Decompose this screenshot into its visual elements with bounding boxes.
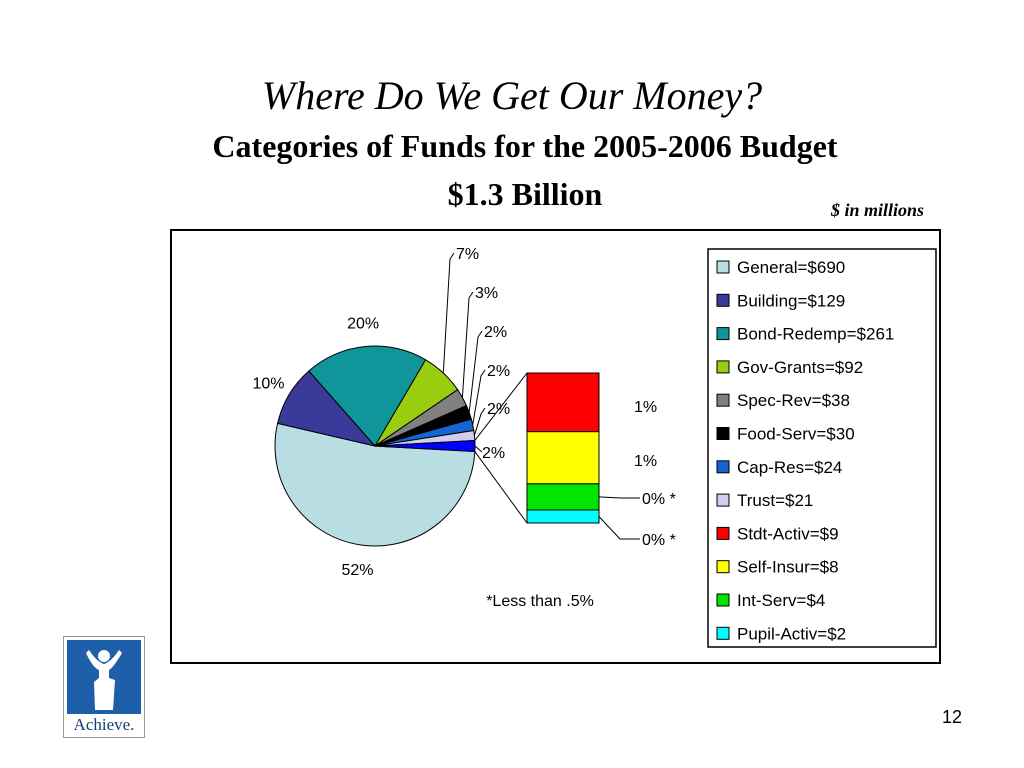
- legend-swatch-bond-redemp: [716, 327, 730, 341]
- legend-label-spec-rev: Spec-Rev=$38: [737, 391, 850, 410]
- data-labels: 52% 10% 20% 7% 3% 2% 2% 2% 2% 1% 1% 0% * 0% *: [252, 246, 675, 579]
- parent-child-icon: [86, 650, 122, 710]
- bar-label-self-insur: 1%: [634, 453, 657, 470]
- legend-swatch-stdt-activ: [716, 526, 730, 540]
- pie-label-building: 10%: [252, 376, 284, 393]
- footnote: *Less than .5%: [486, 593, 594, 610]
- leader-line-spec-rev: [461, 291, 474, 398]
- legend-label-gov-grants: Gov-Grants=$92: [737, 358, 863, 377]
- pie-label-food-serv: 2%: [484, 324, 507, 341]
- bar-label-int-serv: 0% *: [642, 491, 676, 508]
- leader-line-pupil-activ: [598, 516, 640, 540]
- legend-label-bond-redemp: Bond-Redemp=$261: [737, 325, 894, 344]
- legend-swatch-self-insur: [716, 560, 730, 574]
- legend-swatch-cap-res: [716, 460, 730, 474]
- legend-swatch-building: [716, 293, 730, 307]
- achieve-logo: Achieve.: [63, 636, 145, 738]
- legend-label-building: Building=$129: [737, 291, 845, 310]
- legend-swatch-trust: [716, 493, 730, 507]
- bar-label-stdt-activ: 1%: [634, 399, 657, 416]
- leader-line-cap-res: [472, 369, 486, 425]
- legend-label-general: General=$690: [737, 258, 845, 277]
- connector-top: [474, 372, 528, 441]
- leader-line-food-serv: [468, 330, 483, 413]
- pie: [274, 345, 476, 547]
- connector-bottom: [474, 451, 528, 524]
- pie-label-general: 52%: [341, 562, 373, 579]
- pie-to-bar-connectors: [474, 372, 528, 524]
- legend-label-pupil-activ: Pupil-Activ=$2: [737, 624, 846, 643]
- pie-label-cap-res: 2%: [487, 363, 510, 380]
- leader-line-trust: [473, 407, 486, 436]
- pie-label-spec-rev: 3%: [475, 285, 498, 302]
- legend-swatch-general: [716, 260, 730, 274]
- stacked-bar: [526, 372, 600, 524]
- bar-segment-self-insur: [526, 431, 600, 485]
- logo-text: Achieve.: [73, 715, 135, 734]
- units-note: $ in millions: [830, 200, 924, 220]
- legend-swatch-food-serv: [716, 427, 730, 440]
- pie-label-gov-grants: 7%: [456, 246, 479, 263]
- bar-segment-stdt-activ: [526, 372, 600, 433]
- legend-swatch-spec-rev: [716, 393, 730, 407]
- bar-segment-int-serv: [526, 483, 600, 511]
- legend-label-self-insur: Self-Insur=$8: [737, 558, 839, 577]
- legend-swatch-pupil-activ: [716, 626, 730, 640]
- pie-label-trust: 2%: [487, 401, 510, 418]
- leader-line-other: [474, 445, 483, 453]
- pie-slice-bond-redemp: [308, 345, 427, 447]
- bar-label-pupil-activ: 0% *: [642, 532, 676, 549]
- legend-swatch-int-serv: [716, 593, 730, 607]
- logo-emblem: [67, 640, 141, 714]
- legend-label-stdt-activ: Stdt-Activ=$9: [737, 524, 839, 543]
- legend-swatch-gov-grants: [716, 360, 730, 374]
- pie-slice-general: [274, 422, 476, 547]
- legend-label-int-serv: Int-Serv=$4: [737, 591, 825, 610]
- bar-segment-pupil-activ: [526, 509, 600, 524]
- pie-label-bond-redemp: 20%: [347, 316, 379, 333]
- legend-label-food-serv: Food-Serv=$30: [737, 425, 855, 444]
- page-number: 12: [941, 707, 962, 727]
- legend-label-trust: Trust=$21: [737, 491, 813, 510]
- leader-line-gov-grants: [442, 252, 455, 374]
- slide-title: Where Do We Get Our Money?: [261, 73, 763, 118]
- slide-subtitle: Categories of Funds for the 2005-2006 Bu…: [212, 128, 838, 164]
- leader-line-int-serv: [598, 496, 640, 499]
- bar-of-pie-chart: 52% 10% 20% 7% 3% 2% 2% 2% 2% 1% 1% 0% * 0% * *Less …: [252, 246, 937, 648]
- legend: General=$690 Building=$129 Bond-Redemp=$26…: [707, 248, 937, 648]
- legend-box: [707, 248, 937, 648]
- budget-total: $1.3 Billion: [447, 176, 603, 212]
- pie-label-other: 2%: [482, 445, 505, 462]
- chart-frame: 52% 10% 20% 7% 3% 2% 2% 2% 2% 1% 1% 0% * 0% * *Less …: [170, 229, 941, 664]
- legend-label-cap-res: Cap-Res=$24: [737, 458, 842, 477]
